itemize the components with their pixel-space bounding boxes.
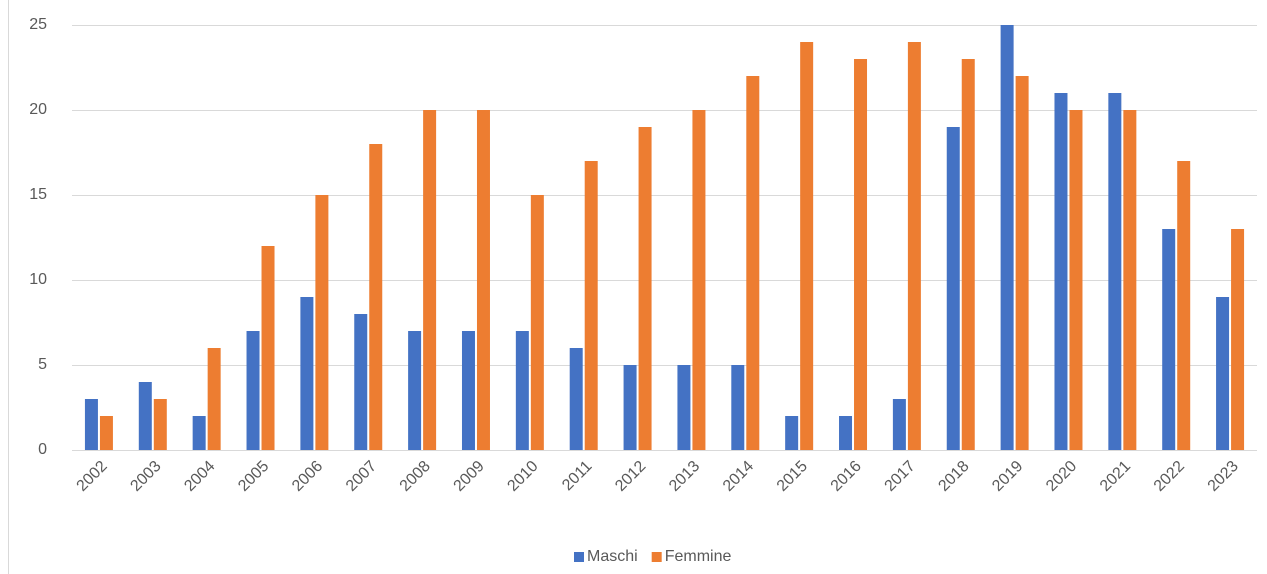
bar [638, 127, 652, 450]
bar [515, 331, 529, 450]
bar [1177, 161, 1191, 450]
x-tick-label: 2003 [127, 458, 164, 495]
bar [946, 127, 960, 450]
bar [423, 110, 437, 450]
bar [746, 76, 760, 450]
bar [1054, 93, 1068, 450]
bar [354, 314, 368, 450]
bar [530, 195, 544, 450]
x-tick-label: 2014 [720, 458, 757, 495]
x-tick-label: 2015 [774, 458, 811, 495]
x-tick-label: 2005 [235, 458, 272, 495]
bar [461, 331, 475, 450]
bar [677, 365, 691, 450]
bar [800, 42, 814, 450]
bar [1069, 110, 1083, 450]
bar [153, 399, 167, 450]
x-tick-label: 2013 [666, 458, 703, 495]
bar [692, 110, 706, 450]
bar [623, 365, 637, 450]
x-tick-label: 2011 [559, 458, 595, 494]
y-tick-label: 5 [38, 356, 47, 373]
bar [839, 416, 853, 450]
bar [261, 246, 275, 450]
y-tick-label: 0 [38, 441, 47, 458]
y-tick-label: 15 [29, 186, 47, 203]
bar [246, 331, 260, 450]
x-tick-label: 2009 [451, 458, 488, 495]
bar [408, 331, 422, 450]
x-tick-label: 2020 [1043, 458, 1080, 495]
bar [207, 348, 221, 450]
bar [1162, 229, 1176, 450]
bar [138, 382, 152, 450]
bar [584, 161, 598, 450]
bar [569, 348, 583, 450]
bar [84, 399, 98, 450]
x-tick-label: 2002 [74, 458, 111, 495]
bar [907, 42, 921, 450]
bar [961, 59, 975, 450]
x-tick-label: 2008 [397, 458, 434, 495]
bar [192, 416, 206, 450]
bar [1231, 229, 1245, 450]
legend-label: Femmine [665, 548, 732, 565]
bar [854, 59, 868, 450]
bar [731, 365, 745, 450]
bar [1000, 25, 1014, 450]
bar [300, 297, 314, 450]
legend-label: Maschi [587, 548, 638, 565]
x-tick-label: 2010 [504, 458, 541, 495]
x-tick-label: 2016 [828, 458, 865, 495]
legend-swatch [651, 552, 662, 562]
bar [1108, 93, 1122, 450]
bar [1015, 76, 1029, 450]
x-tick-label: 2021 [1097, 458, 1134, 495]
x-tick-label: 2022 [1151, 458, 1188, 495]
x-tick-label: 2007 [343, 458, 380, 495]
x-tick-label: 2017 [882, 458, 919, 495]
x-tick-label: 2012 [612, 458, 649, 495]
y-tick-label: 25 [29, 16, 47, 33]
bar [1123, 110, 1137, 450]
x-tick-label: 2023 [1205, 458, 1242, 495]
x-tick-label: 2004 [181, 458, 218, 495]
x-tick-label: 2006 [289, 458, 326, 495]
x-tick-label: 2019 [989, 458, 1026, 495]
bar [315, 195, 329, 450]
bar [785, 416, 799, 450]
bar [1216, 297, 1230, 450]
bar [369, 144, 383, 450]
bar [476, 110, 490, 450]
bar [892, 399, 906, 450]
y-tick-label: 20 [29, 101, 47, 118]
legend-swatch [574, 552, 584, 562]
bar [99, 416, 113, 450]
y-tick-label: 10 [29, 271, 47, 288]
x-tick-label: 2018 [935, 458, 972, 495]
